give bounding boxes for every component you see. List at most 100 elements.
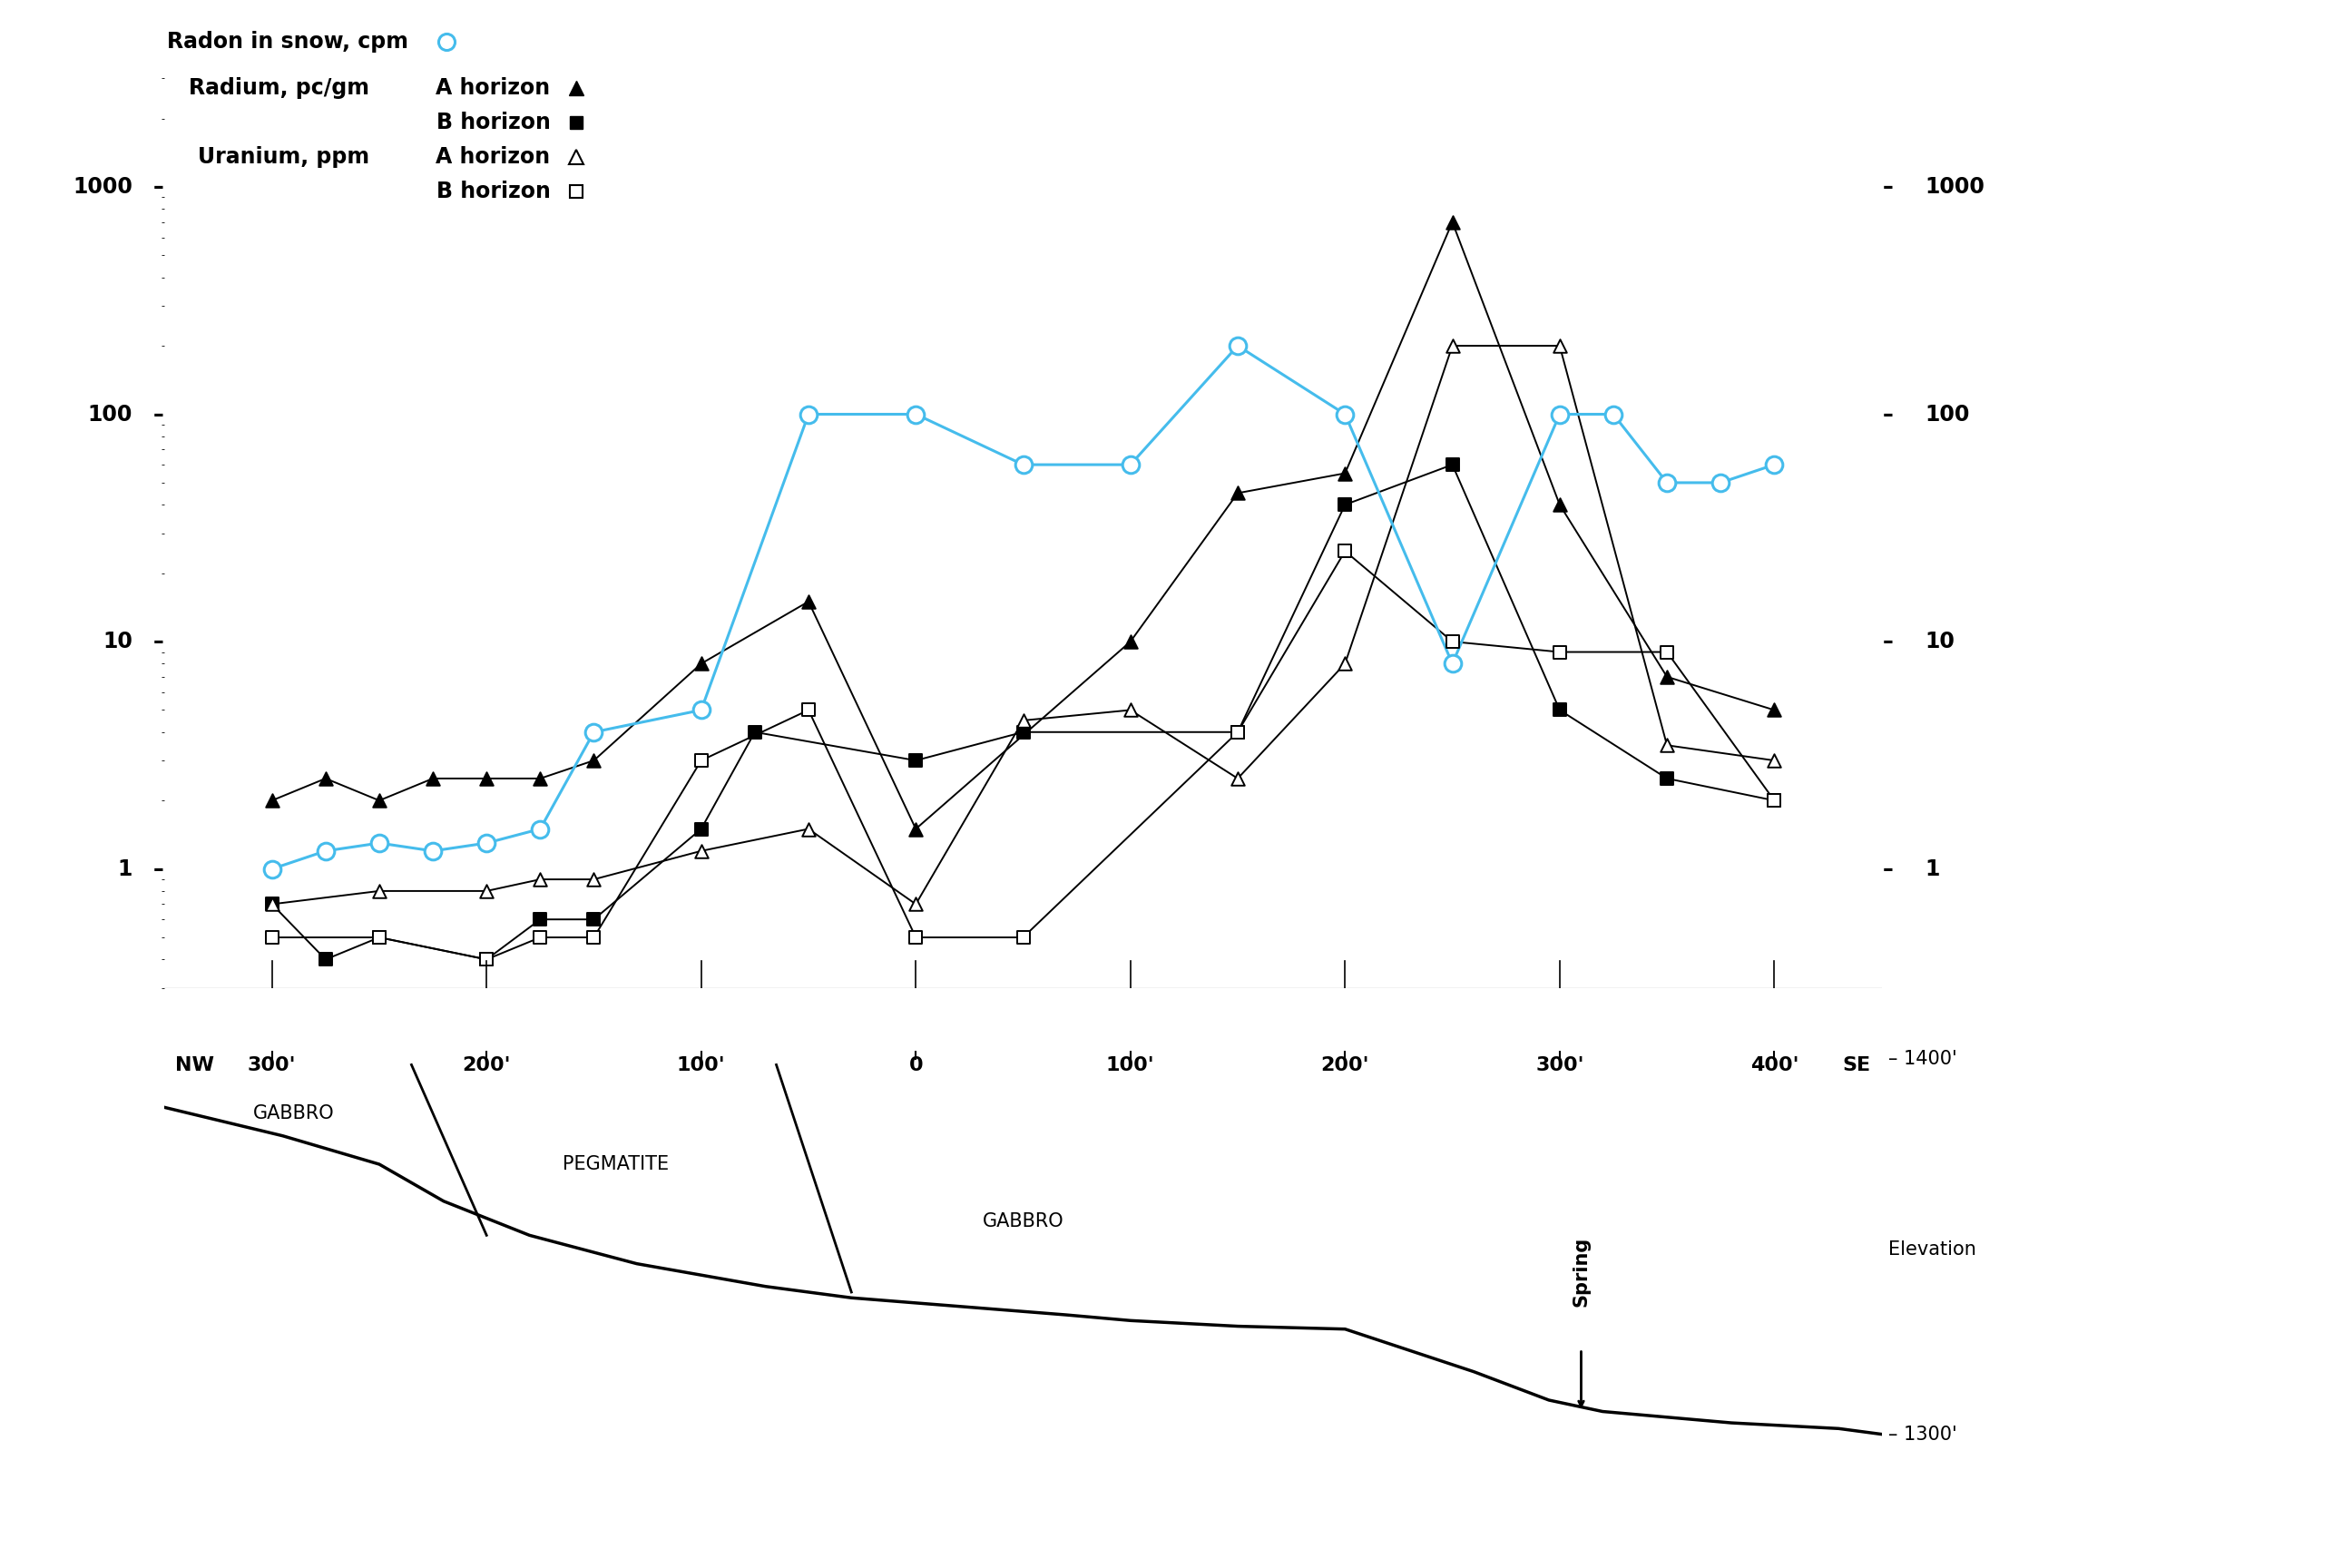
Point [574,925,612,950]
Point [1649,732,1686,757]
Point [790,590,828,615]
Point [1218,720,1256,745]
Point [682,817,720,842]
Point [574,906,612,931]
Point [896,925,934,950]
Text: 10: 10 [103,630,132,652]
Point [306,839,343,864]
Point [1327,401,1364,426]
Point [1432,452,1472,477]
Point [736,720,774,745]
Point [896,817,934,842]
Point [1755,789,1792,814]
Text: Elevation: Elevation [1889,1240,1976,1259]
Text: 1: 1 [118,858,132,880]
Point [254,925,292,950]
Text: 10: 10 [1924,630,1955,652]
Point [468,947,506,972]
Point [522,906,560,931]
Point [1327,461,1364,486]
Point [1649,470,1686,495]
Point [1755,698,1792,723]
Point [306,765,343,790]
Text: – 1300': – 1300' [1889,1425,1957,1443]
Text: –: – [1882,630,1893,652]
Text: 200': 200' [1322,1057,1369,1074]
Text: GABBRO: GABBRO [252,1104,334,1123]
Point [468,831,506,856]
Point [1541,640,1578,665]
Text: 300': 300' [247,1057,296,1074]
Point [790,817,828,842]
Point [468,878,506,903]
Point [682,698,720,723]
Point [1432,334,1472,359]
Point [468,765,506,790]
Text: A horizon: A horizon [435,77,550,99]
Point [360,925,397,950]
Point [360,831,397,856]
Point [1004,720,1042,745]
Point [522,925,560,950]
Text: 300': 300' [1536,1057,1583,1074]
Point [306,947,343,972]
Point [1218,765,1256,790]
Point [1004,452,1042,477]
Point [522,817,560,842]
Point [1112,629,1150,654]
Text: NW: NW [176,1057,214,1074]
Point [1595,401,1632,426]
Text: SE: SE [1842,1057,1870,1074]
Point [574,748,612,773]
Point [522,867,560,892]
Point [1541,492,1578,517]
Point [896,748,934,773]
Text: B horizon: B horizon [435,180,550,202]
Text: –: – [153,858,165,880]
Point [574,867,612,892]
Text: 400': 400' [1750,1057,1799,1074]
Point [682,839,720,864]
Point [1218,720,1256,745]
Point [1703,470,1740,495]
Point [574,720,612,745]
Text: –: – [153,176,165,198]
Text: –: – [1882,176,1893,198]
Text: 200': 200' [463,1057,510,1074]
Text: Radium, pc/gm: Radium, pc/gm [188,77,369,99]
Point [682,651,720,676]
Point [1327,492,1364,517]
Text: – 1400': – 1400' [1889,1051,1957,1068]
Point [254,789,292,814]
Point [360,925,397,950]
Point [1755,789,1792,814]
Point [682,748,720,773]
Point [1112,698,1150,723]
Point [896,401,934,426]
Text: 100': 100' [677,1057,724,1074]
Point [254,892,292,917]
Text: Radon in snow, cpm: Radon in snow, cpm [167,31,409,52]
Point [1755,748,1792,773]
Text: GABBRO: GABBRO [983,1212,1063,1231]
Text: –: – [153,630,165,652]
Point [1432,629,1472,654]
Point [1755,452,1792,477]
Point [1218,480,1256,505]
Point [790,698,828,723]
Text: –: – [1882,858,1893,880]
Point [1218,334,1256,359]
Text: 0: 0 [908,1057,922,1074]
Text: Uranium, ppm: Uranium, ppm [198,146,369,168]
Point [1541,401,1578,426]
Point [1541,698,1578,723]
Point [414,839,452,864]
Point [896,892,934,917]
Point [414,765,452,790]
Point [360,789,397,814]
Text: –: – [153,403,165,425]
Text: PEGMATITE: PEGMATITE [562,1156,668,1173]
Text: B horizon: B horizon [435,111,550,133]
Text: 1000: 1000 [73,176,132,198]
Text: A horizon: A horizon [435,146,550,168]
